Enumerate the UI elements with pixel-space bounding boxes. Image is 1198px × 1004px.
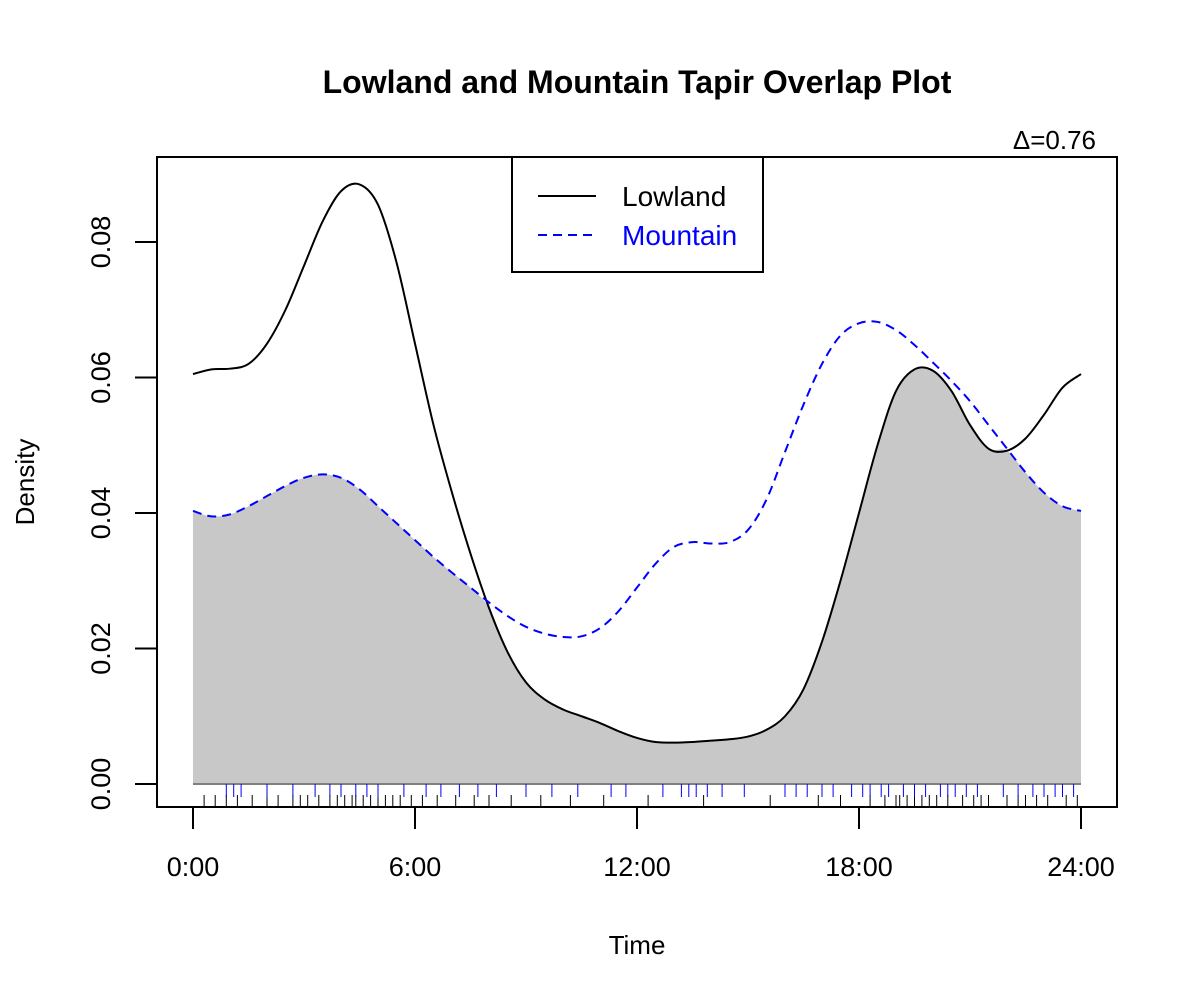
y-tick-label: 0.02 [86, 622, 116, 675]
series-layer [192, 182, 1082, 744]
legend-label-lowland: Lowland [622, 181, 726, 212]
overlap-coefficient-label: Δ=0.76 [1013, 125, 1096, 155]
x-axis: 0:00 6:00 12:00 18:00 24:00 [167, 806, 1115, 882]
series-line-mountain [192, 320, 1082, 639]
y-tick-label: 0.06 [86, 351, 116, 404]
y-tick-label: 0.08 [86, 216, 116, 269]
overlap-area [193, 367, 1081, 784]
legend: Lowland Mountain [511, 156, 764, 273]
y-axis-label: Density [10, 439, 40, 526]
y-tick-label: 0.00 [86, 758, 116, 811]
x-tick-label: 18:00 [825, 852, 893, 882]
x-tick-label: 12:00 [603, 852, 671, 882]
y-tick-label: 0.04 [86, 487, 116, 540]
legend-box [511, 156, 764, 273]
y-axis: 0.00 0.02 0.04 0.06 0.08 [86, 216, 158, 811]
series-line-lowland [192, 182, 1082, 744]
x-tick-label: 6:00 [389, 852, 442, 882]
x-tick-label: 24:00 [1047, 852, 1115, 882]
legend-label-mountain: Mountain [622, 220, 737, 251]
x-tick-label: 0:00 [167, 852, 220, 882]
rug-layer [203, 784, 1078, 806]
chart-title: Lowland and Mountain Tapir Overlap Plot [323, 64, 952, 100]
x-axis-label: Time [609, 930, 666, 960]
